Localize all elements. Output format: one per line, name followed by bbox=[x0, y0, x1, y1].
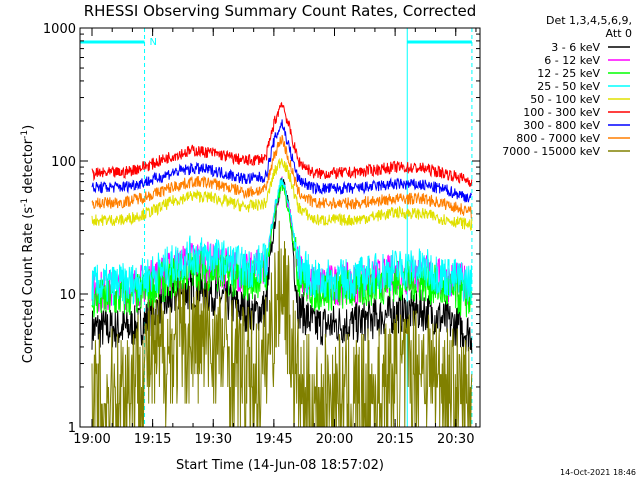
legend-label-3: 12 - 25 keV bbox=[537, 67, 600, 80]
series-line-4 bbox=[91, 177, 473, 306]
series-line-8 bbox=[91, 134, 473, 219]
y-tick-label-4: 1000 bbox=[43, 22, 76, 37]
legend-label-4: 25 - 50 keV bbox=[537, 80, 600, 93]
y-axis-title-part-1: Corrected Count Rate (s bbox=[21, 207, 36, 364]
x-tick-label-2: 19:15 bbox=[134, 432, 171, 447]
series-line-7 bbox=[91, 119, 473, 203]
x-tick-label-6: 20:15 bbox=[376, 432, 413, 447]
y-tick-label-1: 1 bbox=[68, 421, 76, 436]
series-line-9 bbox=[91, 220, 473, 428]
legend-label-5: 50 - 100 keV bbox=[530, 93, 600, 106]
x-axis-title: Start Time (14-Jun-08 18:57:02) bbox=[176, 458, 384, 473]
y-axis-title-part-2: detector bbox=[21, 138, 36, 198]
svg-text:Corrected Count Rate (s-1 dete: Corrected Count Rate (s-1 detector-1) bbox=[20, 125, 36, 363]
legend-label-7: 300 - 800 keV bbox=[523, 119, 600, 132]
legend-label-9: 7000 - 15000 keV bbox=[502, 145, 600, 158]
attenuator-flag: N bbox=[150, 37, 157, 48]
x-tick-label-3: 19:30 bbox=[195, 432, 232, 447]
legend-header-line-2: Att 0 bbox=[606, 27, 632, 40]
series-line-6 bbox=[91, 101, 473, 187]
plot-frame bbox=[79, 27, 481, 428]
y-axis-title-sup-2: -1 bbox=[20, 130, 30, 139]
y-axis-title-part-3: ) bbox=[21, 125, 36, 130]
x-tick-label-5: 20:00 bbox=[316, 432, 353, 447]
legend-label-2: 6 - 12 keV bbox=[544, 54, 600, 67]
chart-title: RHESSI Observing Summary Count Rates, Co… bbox=[84, 2, 477, 20]
x-tick-label-4: 19:45 bbox=[255, 432, 292, 447]
legend-label-6: 100 - 300 keV bbox=[523, 106, 600, 119]
footer-timestamp: 14-Oct-2021 18:46 bbox=[560, 468, 636, 477]
y-tick-label-2: 10 bbox=[59, 288, 76, 303]
series-line-5 bbox=[91, 157, 473, 231]
legend-header-line-1: Det 1,3,4,5,6,9, bbox=[546, 14, 632, 27]
axes: 19:00 19:15 19:30 19:45 20:00 20:15 20:30 1 10 10… bbox=[43, 22, 481, 447]
y-axis-title-sup-1: -1 bbox=[20, 198, 30, 207]
x-tick-label-7: 20:30 bbox=[437, 432, 474, 447]
y-axis-title: Corrected Count Rate (s-1 detector-1) bbox=[20, 125, 36, 363]
x-tick-label-1: 19:00 bbox=[73, 432, 110, 447]
legend-label-1: 3 - 6 keV bbox=[551, 41, 600, 54]
legend-label-8: 800 - 7000 keV bbox=[516, 132, 600, 145]
series-group bbox=[91, 101, 473, 428]
y-tick-label-3: 100 bbox=[51, 155, 76, 170]
